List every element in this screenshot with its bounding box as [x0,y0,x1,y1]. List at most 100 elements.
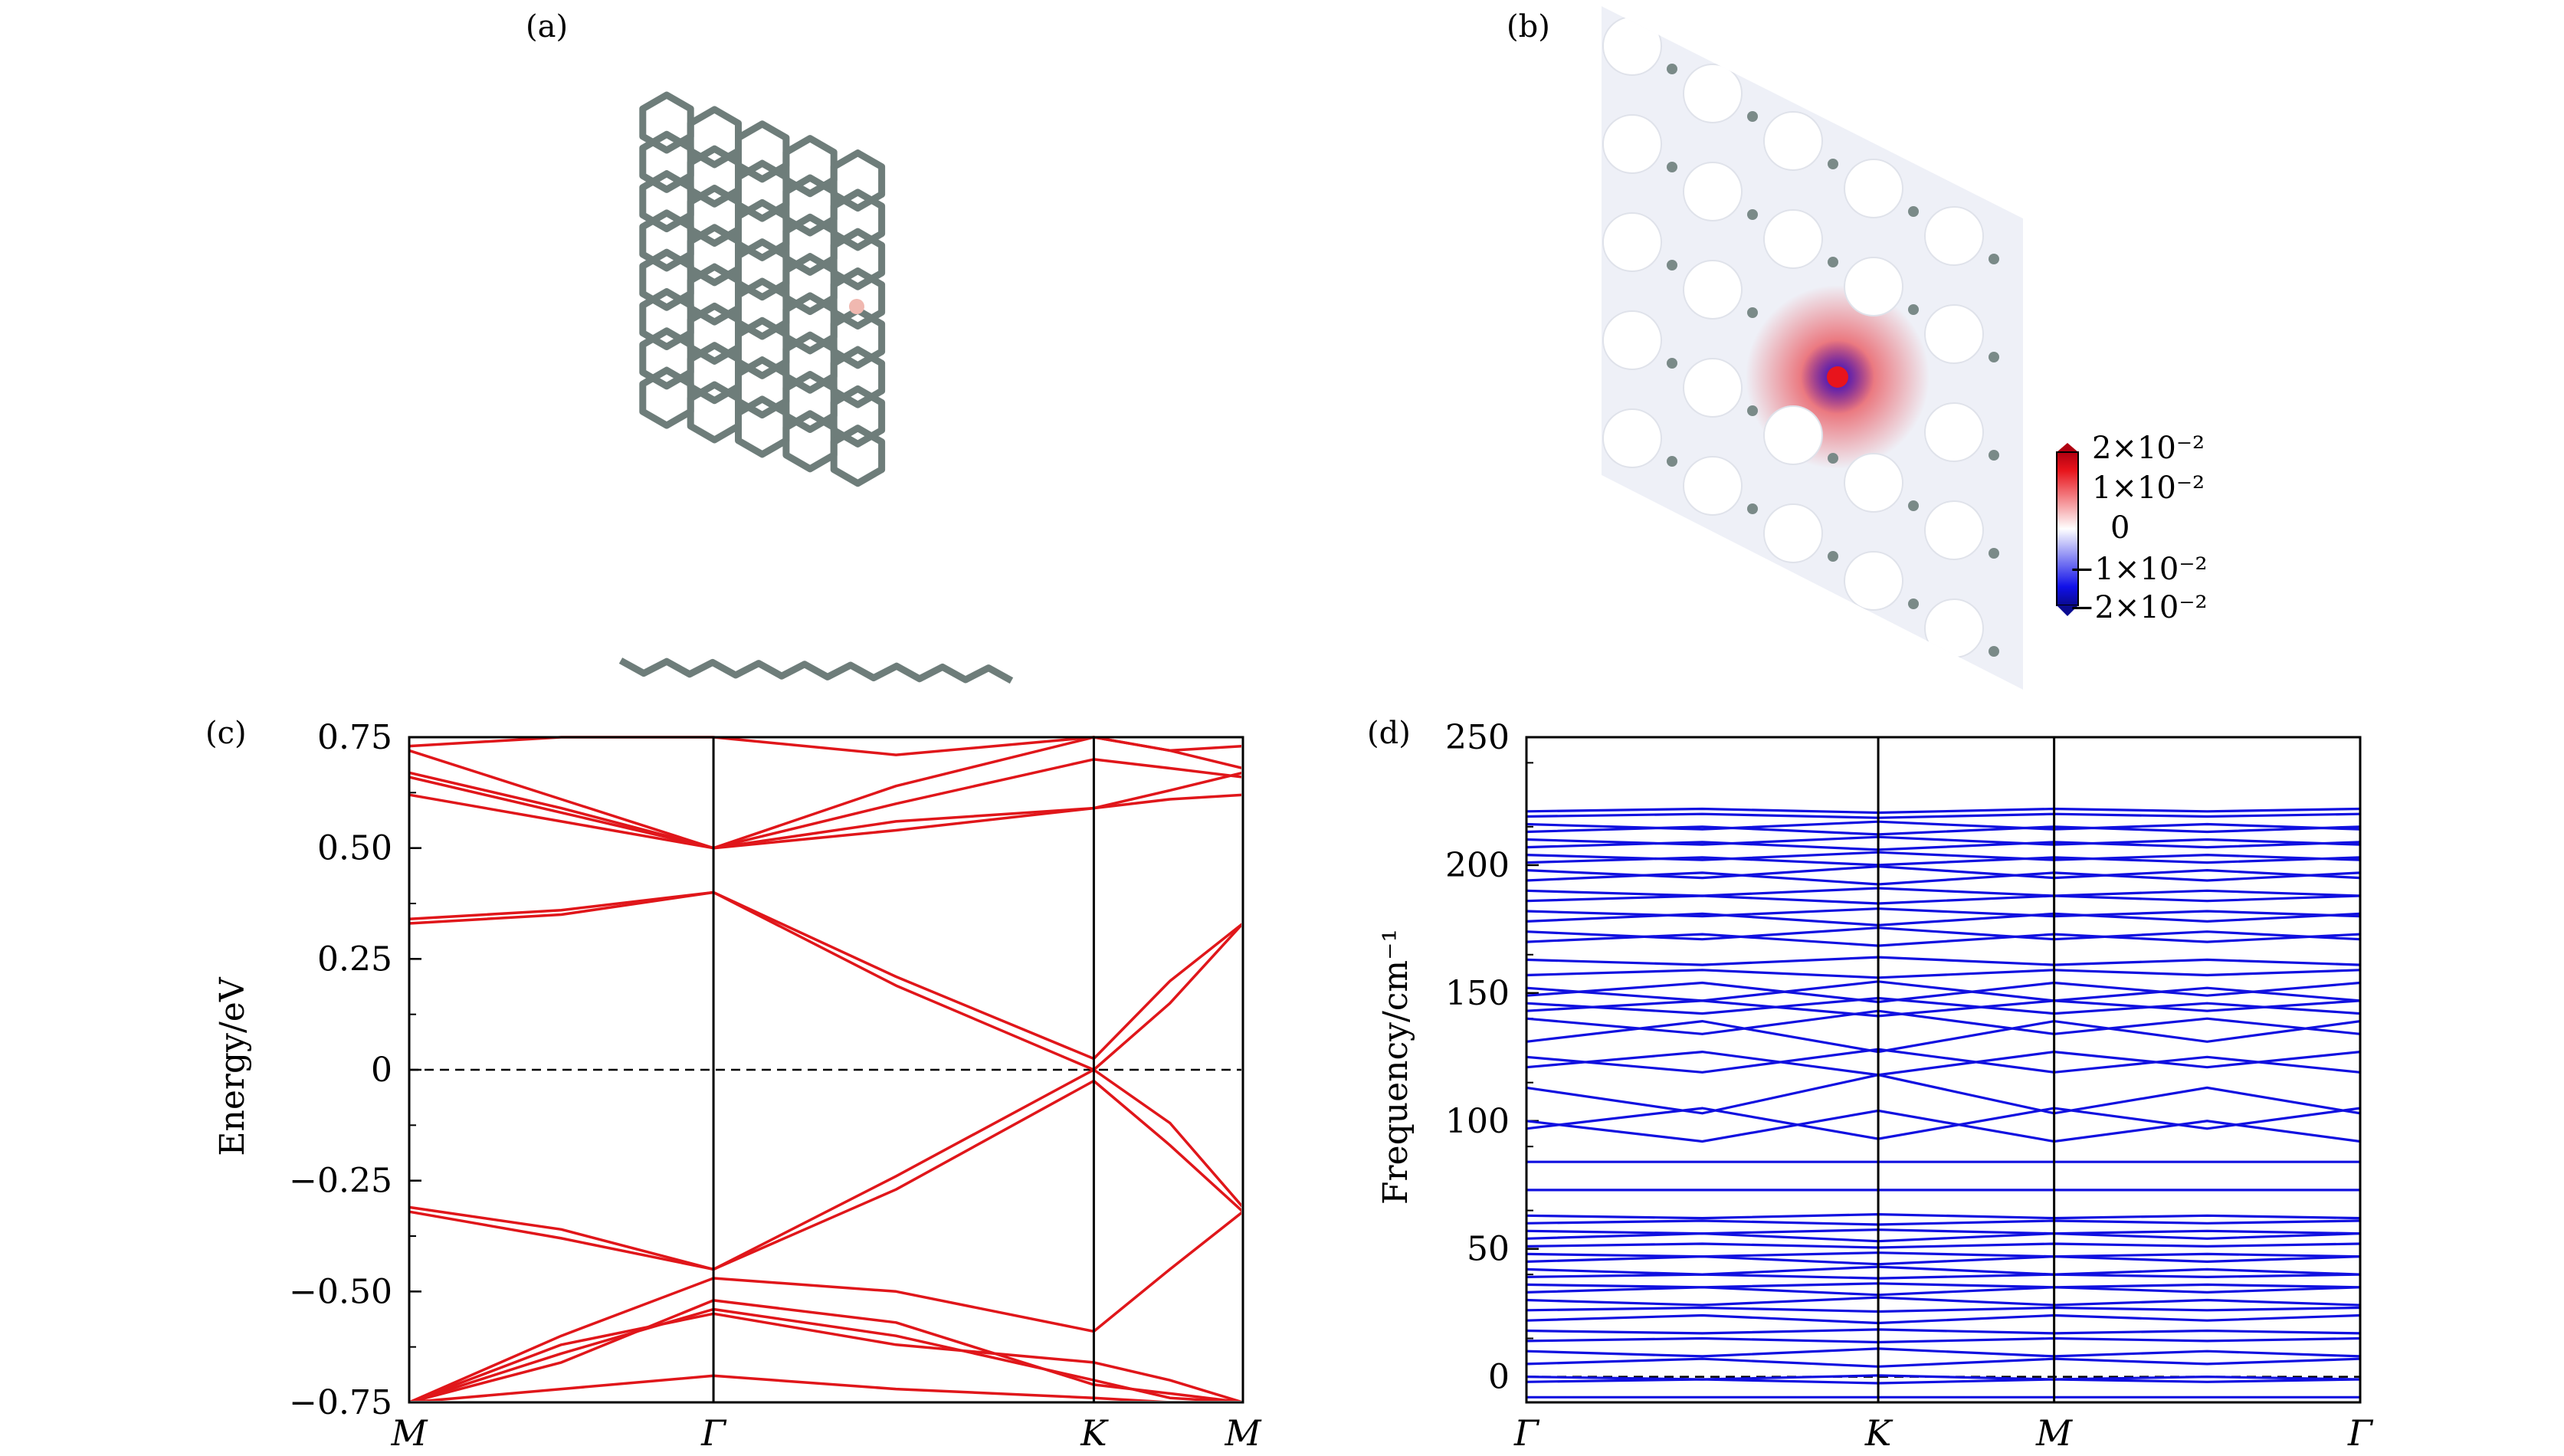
band-line [409,1312,1241,1401]
phonon-branch [1526,1009,2360,1035]
phonon-branch [1526,820,2360,831]
hexagon-ring [639,288,694,350]
y-axis-label: Energy/eV [213,976,252,1156]
hexagon-ring [830,385,886,448]
y-tick-label: 200 [1445,846,1510,885]
y-tick-label: 150 [1445,974,1510,1013]
phonon-branch [1526,1048,2360,1074]
phonon-branch [1526,980,2360,1002]
atom-marker [1667,554,1677,565]
colorbar-tick: −2×10⁻² [2069,590,2208,625]
k-point-label: K [1864,1412,1893,1454]
colorbar-tick: 0 [2110,510,2130,546]
phonon-branch [1526,1313,2360,1325]
hexagon-ring [782,410,838,473]
panel-a-label: (a) [526,9,568,44]
hexagon-ring [782,135,838,198]
hexagon-ring [639,327,694,390]
band-line [408,890,1241,1071]
hexagon-ring [639,248,694,311]
hexagon-ring [735,198,790,261]
atom-marker [1667,750,1677,761]
atom-marker [1828,453,1838,464]
charge-density-map [1602,6,2023,809]
phonon-branch [1526,851,2360,861]
atom-marker [1747,503,1758,514]
band-line [408,758,1241,850]
atom-marker [1989,450,1999,461]
y-tick-label: 50 [1467,1230,1510,1269]
density-circle [1683,358,1743,418]
phonon-branch [1526,1336,2360,1344]
band-line [411,1374,1167,1401]
hexagon-ring [782,174,838,237]
density-circle [1924,598,1984,658]
density-circle [1602,408,1662,468]
y-tick-label: −0.50 [289,1272,392,1311]
hexagon-ring [639,130,694,193]
graphene-lattice-top-view [639,91,886,487]
density-circle [1924,402,1984,462]
atom-marker [1747,602,1758,612]
k-point-label: Γ [700,1412,727,1454]
atom-marker [1667,260,1677,271]
panel-b-label: (b) [1507,9,1550,44]
colorbar-tick: −1×10⁻² [2069,552,2208,587]
hexagon-ring [782,331,838,394]
density-circle [1924,304,1984,364]
density-circle [1844,649,1903,690]
graphene-lattice-side-view [618,657,1014,684]
atom-marker [1828,257,1838,267]
phonon-branch [1526,1232,2360,1243]
hexagon-ring [687,263,742,326]
atom-marker [1667,358,1677,369]
density-circle [1684,751,1742,809]
density-circle [1844,551,1903,611]
density-circle [1763,405,1823,465]
phonon-branch [1526,1255,2360,1266]
hexagon-ring [830,307,886,369]
density-circle [1683,456,1743,516]
atom-marker [1667,652,1677,663]
hexagon-ring [687,145,742,208]
k-point-label: Γ [1513,1412,1540,1454]
atom-marker [1747,111,1758,122]
k-point-label: K [1080,1412,1109,1454]
density-circle [1602,16,1662,76]
phonon-branch [1526,1306,2360,1313]
hexagon-ring [735,316,790,379]
atom-marker [1828,747,1838,758]
atom-marker [1908,795,1919,805]
phonon-branch [1526,1019,2360,1054]
phonon-branch [1526,835,2360,846]
density-circle [1602,310,1662,370]
density-circle [1683,652,1743,690]
hexagon-ring [830,189,886,251]
hexagon-ring [830,346,886,408]
density-circle [1764,700,1822,759]
phonon-branch [1526,1242,2360,1249]
phonon-branch [1526,887,2360,897]
phonon-branch [1526,1328,2360,1335]
side-view-chain [618,657,1014,684]
y-tick-label: 0.75 [317,718,392,757]
atom-marker [1747,209,1758,220]
hexagon-ring [735,356,790,419]
phonon-branch [1526,1378,2360,1385]
phonon-branch [1526,1374,2360,1381]
hexagon-ring [735,238,790,301]
hexagon-ring [687,302,742,365]
plot-frame [408,736,1244,1404]
density-circle [1844,453,1903,513]
hexagon-ring [830,228,886,290]
atom-marker [1908,304,1919,315]
phonon-branch [1526,996,2360,1015]
y-tick-label: 0.50 [317,829,392,868]
atom-marker [1989,548,1999,559]
hexagon-ring [687,342,742,405]
phonon-branch [1526,999,2360,1018]
band-line [409,1211,1241,1401]
density-circle [1683,554,1743,614]
hexagon-ring [735,277,790,340]
